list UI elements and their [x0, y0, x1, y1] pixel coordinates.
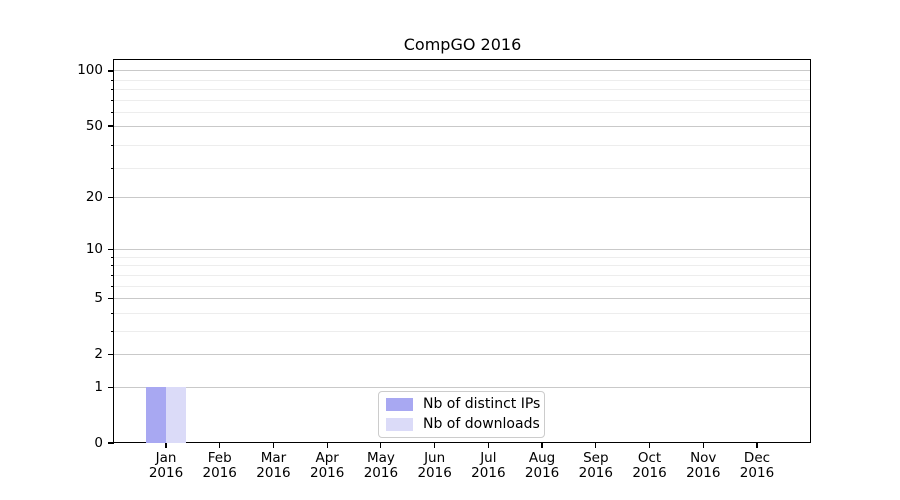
- y-tick-minor: [110, 79, 114, 81]
- x-tick-label: Jan 2016: [148, 450, 184, 481]
- y-tick: [108, 353, 114, 356]
- x-tick-label: Mar 2016: [256, 450, 291, 481]
- gridline-major: [114, 386, 810, 388]
- gridline-major: [114, 197, 810, 199]
- x-tick-label: Dec 2016: [739, 450, 775, 481]
- x-tick-label: Feb 2016: [202, 450, 237, 481]
- y-tick-label: 50: [85, 117, 103, 134]
- y-tick-minor: [110, 145, 114, 147]
- x-tick: [595, 443, 597, 448]
- x-tick: [326, 443, 328, 448]
- y-tick: [108, 386, 114, 388]
- bar-downloads: [166, 387, 186, 443]
- y-tick-minor: [110, 112, 114, 114]
- y-tick-label: 5: [94, 290, 103, 307]
- y-tick: [108, 196, 114, 199]
- y-tick-label: 100: [77, 62, 103, 79]
- x-tick-label: Sep 2016: [578, 450, 613, 481]
- gridline-minor: [114, 274, 810, 276]
- x-tick: [165, 443, 167, 448]
- x-tick: [541, 443, 543, 448]
- gridline-minor: [114, 79, 810, 81]
- y-tick-minor: [110, 312, 114, 314]
- x-tick: [702, 443, 704, 448]
- chart-title: CompGO 2016: [403, 35, 522, 54]
- y-tick-minor: [110, 285, 114, 287]
- gridline-minor: [114, 312, 810, 314]
- x-tick: [272, 443, 275, 448]
- gridline-major: [114, 353, 810, 355]
- x-tick-label: Oct 2016: [632, 450, 667, 481]
- gridline-minor: [114, 330, 810, 332]
- y-tick-minor: [110, 89, 114, 91]
- legend-item-downloads: Nb of downloads: [386, 416, 540, 432]
- x-tick-label: May 2016: [363, 450, 399, 481]
- y-tick-minor: [110, 274, 114, 276]
- legend-swatch-downloads: [386, 418, 413, 431]
- y-tick: [108, 125, 114, 127]
- gridline-minor: [114, 100, 810, 102]
- x-tick: [487, 443, 489, 448]
- x-tick: [648, 443, 651, 448]
- gridline-minor: [114, 89, 810, 91]
- legend-label-downloads: Nb of downloads: [423, 416, 540, 432]
- x-tick: [219, 443, 221, 448]
- gridline-minor: [114, 285, 810, 287]
- y-tick-label: 20: [85, 189, 103, 206]
- y-tick-minor: [110, 256, 114, 258]
- legend-swatch-distinct-ips: [386, 398, 413, 411]
- gridline-minor: [114, 256, 810, 258]
- y-tick-label: 2: [94, 345, 103, 362]
- gridline-major: [114, 298, 810, 300]
- bar-distinct-ips: [146, 387, 166, 443]
- plot-area: [113, 59, 811, 443]
- gridline-minor: [114, 265, 810, 267]
- x-tick: [434, 443, 436, 448]
- y-tick: [108, 442, 114, 444]
- x-tick-label: Aug 2016: [524, 450, 560, 481]
- y-tick-label: 10: [85, 241, 103, 258]
- gridline-minor: [114, 145, 810, 147]
- y-tick: [108, 297, 114, 300]
- legend: Nb of distinct IPs Nb of downloads: [378, 391, 545, 438]
- gridline-minor: [114, 168, 810, 170]
- y-tick-label: 0: [94, 434, 103, 451]
- legend-label-distinct-ips: Nb of distinct IPs: [423, 396, 541, 412]
- x-tick-label: Nov 2016: [686, 450, 721, 481]
- x-tick-label: Apr 2016: [309, 450, 345, 481]
- y-tick-minor: [110, 168, 114, 170]
- x-tick: [756, 443, 758, 448]
- y-tick: [108, 70, 114, 72]
- y-tick-minor: [110, 330, 114, 332]
- y-tick-label: 1: [94, 378, 103, 395]
- gridline-major: [114, 125, 810, 127]
- x-tick-label: Jul 2016: [471, 450, 506, 481]
- x-tick-label: Jun 2016: [417, 450, 452, 481]
- y-tick: [108, 249, 114, 251]
- gridline-minor: [114, 112, 810, 114]
- x-tick: [380, 443, 382, 448]
- legend-item-distinct-ips: Nb of distinct IPs: [386, 396, 541, 412]
- gridline-major: [114, 70, 810, 72]
- gridline-major: [114, 249, 810, 251]
- y-tick-minor: [110, 100, 114, 102]
- y-tick-minor: [110, 265, 114, 267]
